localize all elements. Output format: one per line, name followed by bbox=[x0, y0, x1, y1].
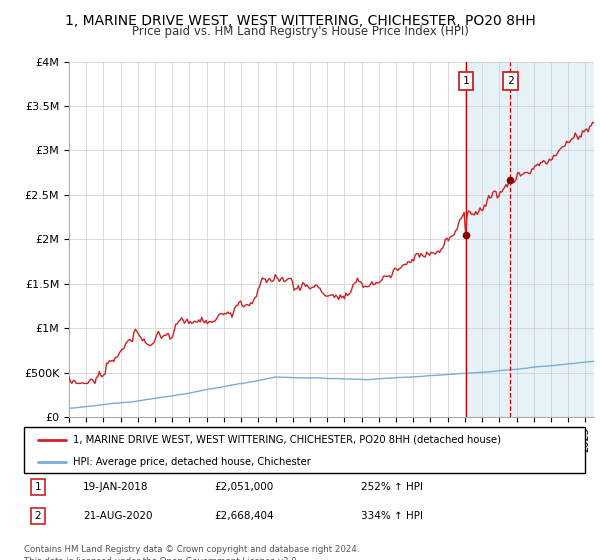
Text: HPI: Average price, detached house, Chichester: HPI: Average price, detached house, Chic… bbox=[73, 457, 311, 466]
FancyBboxPatch shape bbox=[24, 427, 585, 473]
Text: 252% ↑ HPI: 252% ↑ HPI bbox=[361, 482, 422, 492]
Text: 1, MARINE DRIVE WEST, WEST WITTERING, CHICHESTER, PO20 8HH (detached house): 1, MARINE DRIVE WEST, WEST WITTERING, CH… bbox=[73, 435, 502, 445]
Text: Contains HM Land Registry data © Crown copyright and database right 2024.
This d: Contains HM Land Registry data © Crown c… bbox=[24, 545, 359, 560]
Text: Price paid vs. HM Land Registry's House Price Index (HPI): Price paid vs. HM Land Registry's House … bbox=[131, 25, 469, 38]
Text: 1: 1 bbox=[35, 482, 41, 492]
Text: 19-JAN-2018: 19-JAN-2018 bbox=[83, 482, 148, 492]
Bar bbox=[466, 62, 594, 417]
Text: 1, MARINE DRIVE WEST, WEST WITTERING, CHICHESTER, PO20 8HH: 1, MARINE DRIVE WEST, WEST WITTERING, CH… bbox=[65, 14, 535, 28]
Text: £2,668,404: £2,668,404 bbox=[215, 511, 274, 521]
Text: 21-AUG-2020: 21-AUG-2020 bbox=[83, 511, 152, 521]
Text: 2: 2 bbox=[507, 76, 514, 86]
Text: £2,051,000: £2,051,000 bbox=[215, 482, 274, 492]
Text: 2: 2 bbox=[35, 511, 41, 521]
Text: 334% ↑ HPI: 334% ↑ HPI bbox=[361, 511, 422, 521]
Text: 1: 1 bbox=[463, 76, 469, 86]
